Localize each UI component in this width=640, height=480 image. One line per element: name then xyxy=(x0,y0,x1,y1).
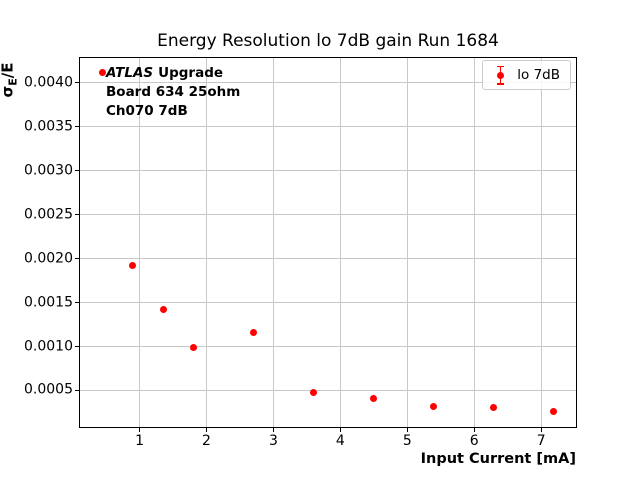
annotation-text: ATLAS Upgrade Board 634 25ohm Ch070 7dB xyxy=(106,64,240,121)
data-point xyxy=(99,69,107,77)
y-tick-label: 0.0010 xyxy=(24,338,73,354)
y-tick-label: 0.0025 xyxy=(24,206,73,223)
y-tick-mark xyxy=(75,346,79,347)
x-tick-label: 7 xyxy=(536,433,546,449)
y-gridline xyxy=(80,258,576,260)
y-gridline xyxy=(80,170,576,172)
data-point xyxy=(429,402,437,410)
y-tick-mark xyxy=(75,258,79,260)
y-gridline xyxy=(80,389,576,391)
legend: lo 7dB xyxy=(482,60,571,90)
y-tick-label: 0.0020 xyxy=(24,250,73,267)
annotation-line-1: ATLAS Upgrade xyxy=(106,64,240,83)
x-tick-mark xyxy=(339,428,341,432)
annotation-line-2: Board 634 25ohm xyxy=(106,84,241,100)
y-tick-label: 0.0015 xyxy=(24,294,73,311)
y-gridline xyxy=(80,82,576,84)
y-tick-label: 0.0040 xyxy=(24,74,73,91)
data-point xyxy=(550,408,558,416)
annotation-experiment-suffix: Upgrade xyxy=(158,65,224,81)
y-tick-label: 0.0035 xyxy=(24,118,73,135)
data-point xyxy=(159,306,167,314)
x-tick-label: 5 xyxy=(402,433,412,449)
annotation-line-3: Ch070 7dB xyxy=(106,103,188,119)
legend-label: lo 7dB xyxy=(517,67,560,83)
x-gridline xyxy=(139,58,141,427)
y-tick-mark xyxy=(75,389,79,391)
data-point xyxy=(310,388,318,396)
y-tick-mark xyxy=(75,214,79,216)
x-tick-mark xyxy=(540,428,542,432)
y-axis-label-rest: /E xyxy=(0,62,17,79)
y-axis-label-subscript: E xyxy=(6,78,20,86)
x-tick-label: 1 xyxy=(135,433,145,449)
legend-errorbar-marker-icon xyxy=(496,65,504,85)
data-point xyxy=(370,394,378,402)
chart-title: Energy Resolution lo 7dB gain Run 1684 xyxy=(157,31,499,51)
data-point xyxy=(190,343,198,351)
y-tick-mark xyxy=(75,126,79,128)
x-tick-mark xyxy=(272,428,274,432)
x-gridline xyxy=(406,58,408,427)
y-tick-label: 0.0005 xyxy=(24,381,73,398)
data-point xyxy=(129,262,137,270)
y-tick-label: 0.0030 xyxy=(24,162,73,179)
plot-area: ATLAS Upgrade Board 634 25ohm Ch070 7dB l… xyxy=(79,57,577,428)
y-tick-mark xyxy=(75,82,79,84)
x-gridline xyxy=(473,58,475,427)
x-tick-mark xyxy=(473,428,475,432)
y-gridline xyxy=(80,126,576,128)
y-axis-label: σE/E xyxy=(0,63,20,98)
x-gridline xyxy=(272,58,274,427)
data-point xyxy=(249,328,257,336)
x-tick-mark xyxy=(406,428,408,432)
y-gridline xyxy=(80,346,576,347)
y-gridline xyxy=(80,302,576,304)
x-tick-mark xyxy=(139,428,141,432)
y-tick-mark xyxy=(75,302,79,304)
x-axis-label: Input Current [mA] xyxy=(420,451,576,467)
x-tick-label: 3 xyxy=(268,433,278,449)
x-tick-label: 4 xyxy=(335,433,345,449)
y-tick-mark xyxy=(75,170,79,172)
x-gridline xyxy=(339,58,341,427)
data-point xyxy=(490,403,498,411)
x-tick-label: 2 xyxy=(202,433,211,449)
x-tick-label: 6 xyxy=(469,433,479,449)
x-gridline xyxy=(206,58,207,427)
y-gridline xyxy=(80,214,576,216)
annotation-experiment: ATLAS xyxy=(106,65,154,81)
x-tick-mark xyxy=(206,428,207,432)
x-gridline xyxy=(540,58,542,427)
y-axis-label-sigma: σ xyxy=(0,85,17,98)
